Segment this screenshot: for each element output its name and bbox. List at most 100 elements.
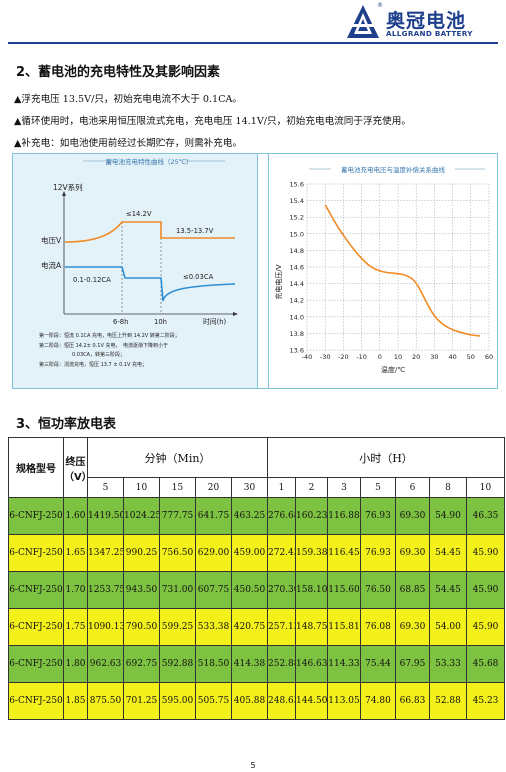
cell-power-value: 595.00 bbox=[159, 682, 196, 720]
cell-power-value: 1253.75 bbox=[87, 571, 124, 609]
cell-power-value: 45.68 bbox=[465, 645, 506, 683]
cell-power-value: 1347.25 bbox=[87, 534, 124, 572]
header-minute-col: 30 bbox=[231, 477, 268, 498]
y-tick-label: 14.4 bbox=[290, 280, 304, 288]
table-row: 6-CNFJ-250 1.70 1253.75 943.50 731.00 607.75 4… bbox=[8, 571, 506, 609]
cell-power-value: 875.50 bbox=[87, 682, 124, 720]
cell-power-value: 518.50 bbox=[195, 645, 232, 683]
section3-title: 3、恒功率放电表 bbox=[16, 417, 117, 432]
bullet-supplementary-charge: ▲补充电：如电池使用前经过长期贮存，则需补充电。 bbox=[14, 138, 243, 149]
header-minute-col: 15 bbox=[159, 477, 196, 498]
cell-power-value: 756.50 bbox=[159, 534, 196, 572]
bullet-cycle-charge: ▲循环使用时，电池采用恒压限流式充电，充电电压 14.1V/只，初始充电电流同于… bbox=[14, 116, 411, 127]
cell-power-value: 790.50 bbox=[123, 608, 160, 646]
cell-power-value: 420.75 bbox=[231, 608, 268, 646]
header-hour-col: 8 bbox=[429, 477, 467, 498]
section2-title: 2、蓄电池的充电特性及其影响因素 bbox=[16, 65, 221, 80]
registered-mark: ® bbox=[377, 2, 383, 9]
compensation-curve bbox=[324, 204, 480, 337]
discharge-table-wrap: 规格型号 终压（V） 分钟（Min） 小时（H） 510152030123568… bbox=[8, 437, 506, 720]
current-curve bbox=[65, 266, 236, 302]
cell-power-value: 76.93 bbox=[360, 497, 396, 535]
table-row: 6-CNFJ-250 1.80 962.63 692.75 592.88 518.50 41… bbox=[8, 645, 506, 683]
cell-power-value: 116.88 bbox=[327, 497, 361, 535]
charts-panel: 蓄电池充电特性曲线（25℃） 12V系列 电压V 电流A ≤14.2V 13.5… bbox=[12, 153, 498, 389]
note-stage-2-cont: 0.03CA，转第三阶段； bbox=[72, 351, 125, 358]
cell-power-value: 54.90 bbox=[429, 497, 467, 535]
table-row: 6-CNFJ-250 1.65 1347.25 990.25 756.50 629.00 4… bbox=[8, 534, 506, 572]
right-chart-xlabel: 温度/℃ bbox=[381, 365, 405, 374]
x-tick-label: -40 bbox=[302, 353, 313, 361]
cell-power-value: 45.23 bbox=[465, 682, 506, 720]
cell-power-value: 74.80 bbox=[360, 682, 396, 720]
x-tick-label: 0 bbox=[378, 353, 382, 361]
cell-power-value: 270.30 bbox=[267, 571, 296, 609]
left-chart-title: 蓄电池充电特性曲线（25℃） bbox=[105, 157, 192, 166]
cell-power-value: 53.33 bbox=[429, 645, 467, 683]
x-axis-ticks: -40 -30 -20 -10 0 10 20 30 40 50 60 bbox=[302, 353, 493, 361]
cell-power-value: 405.88 bbox=[231, 682, 268, 720]
annotation-initial-current: 0.1-0.12CA bbox=[73, 276, 111, 284]
x-tick-label: 10 bbox=[394, 353, 402, 361]
chart-divider bbox=[257, 154, 269, 388]
cell-power-value: 46.35 bbox=[465, 497, 506, 535]
header-hour-col: 1 bbox=[267, 477, 296, 498]
cell-power-value: 148.75 bbox=[295, 608, 328, 646]
y-tick-label: 15.4 bbox=[290, 197, 304, 205]
cell-power-value: 450.50 bbox=[231, 571, 268, 609]
table-row: 6-CNFJ-250 1.60 1419.50 1024.25 777.75 641.75… bbox=[8, 497, 506, 535]
x-tick-label: -30 bbox=[320, 353, 331, 361]
cell-power-value: 66.83 bbox=[395, 682, 430, 720]
cell-power-value: 1419.50 bbox=[87, 497, 124, 535]
cell-power-value: 248.63 bbox=[267, 682, 296, 720]
cell-power-value: 1024.25 bbox=[123, 497, 160, 535]
constant-power-discharge-table: 规格型号 终压（V） 分钟（Min） 小时（H） 510152030123568… bbox=[8, 437, 506, 720]
left-chart-xlabel: 时间(h) bbox=[203, 317, 227, 326]
header-hour-col: 3 bbox=[327, 477, 361, 498]
cell-power-value: 69.30 bbox=[395, 608, 430, 646]
cell-power-value: 701.25 bbox=[123, 682, 160, 720]
annotation-final-current: ≤0.03CA bbox=[183, 273, 214, 281]
y-tick-label: 14.0 bbox=[290, 313, 304, 321]
y-tick-label: 14.2 bbox=[290, 297, 304, 305]
cell-power-value: 257.13 bbox=[267, 608, 296, 646]
cell-power-value: 76.08 bbox=[360, 608, 396, 646]
bullet-float-charge: ▲浮充电压 13.5V/只，初始充电电流不大于 0.1CA。 bbox=[14, 94, 243, 105]
cell-power-value: 276.68 bbox=[267, 497, 296, 535]
chart-grid bbox=[306, 183, 490, 351]
brand-logo: ® 奥冠电池 ALLGRAND BATTERY bbox=[346, 2, 496, 40]
cell-power-value: 115.81 bbox=[327, 608, 361, 646]
cell-power-value: 144.50 bbox=[295, 682, 328, 720]
header-minute-col: 5 bbox=[87, 477, 124, 498]
header-hour-col: 5 bbox=[360, 477, 396, 498]
cell-power-value: 533.38 bbox=[195, 608, 232, 646]
y-axis-ticks: 15.6 15.4 15.2 15.0 14.8 14.6 14.4 14.2 14.0 13.8… bbox=[290, 181, 304, 355]
logo-english-name: ALLGRAND BATTERY bbox=[386, 29, 473, 38]
note-stage-3: 第三阶段：涓流充电，恒压 13.7 ± 0.1V 充电； bbox=[39, 361, 147, 368]
cell-power-value: 252.88 bbox=[267, 645, 296, 683]
y-tick-label: 14.8 bbox=[290, 247, 304, 255]
cell-power-value: 76.50 bbox=[360, 571, 396, 609]
header-minutes-group: 分钟（Min） bbox=[87, 437, 268, 478]
cell-model: 6-CNFJ-250 bbox=[8, 608, 64, 646]
y-tick-label: 15.0 bbox=[290, 230, 304, 238]
page-number: 5 bbox=[250, 761, 256, 770]
cell-end-voltage: 1.60 bbox=[63, 497, 88, 535]
cell-power-value: 943.50 bbox=[123, 571, 160, 609]
cell-power-value: 69.30 bbox=[395, 497, 430, 535]
annotation-float-voltage: 13.5-13.7V bbox=[176, 227, 214, 235]
cell-power-value: 463.25 bbox=[231, 497, 268, 535]
annotation-max-voltage: ≤14.2V bbox=[126, 210, 152, 218]
y-tick-label: 13.6 bbox=[290, 347, 304, 355]
cell-power-value: 67.95 bbox=[395, 645, 430, 683]
x-tick-6-8h: 6-8h bbox=[113, 318, 128, 326]
cell-power-value: 731.00 bbox=[159, 571, 196, 609]
x-tick-label: 50 bbox=[467, 353, 475, 361]
cell-end-voltage: 1.80 bbox=[63, 645, 88, 683]
left-chart-ylabel: 12V系列 bbox=[53, 182, 83, 192]
cell-power-value: 114.33 bbox=[327, 645, 361, 683]
note-stage-1: 第一阶段：恒流 0.1CA 充电，电压上升到 14.2V 转第二阶段； bbox=[39, 332, 180, 339]
cell-power-value: 113.05 bbox=[327, 682, 361, 720]
series-label-current: 电流A bbox=[41, 260, 62, 270]
cell-model: 6-CNFJ-250 bbox=[8, 497, 64, 535]
